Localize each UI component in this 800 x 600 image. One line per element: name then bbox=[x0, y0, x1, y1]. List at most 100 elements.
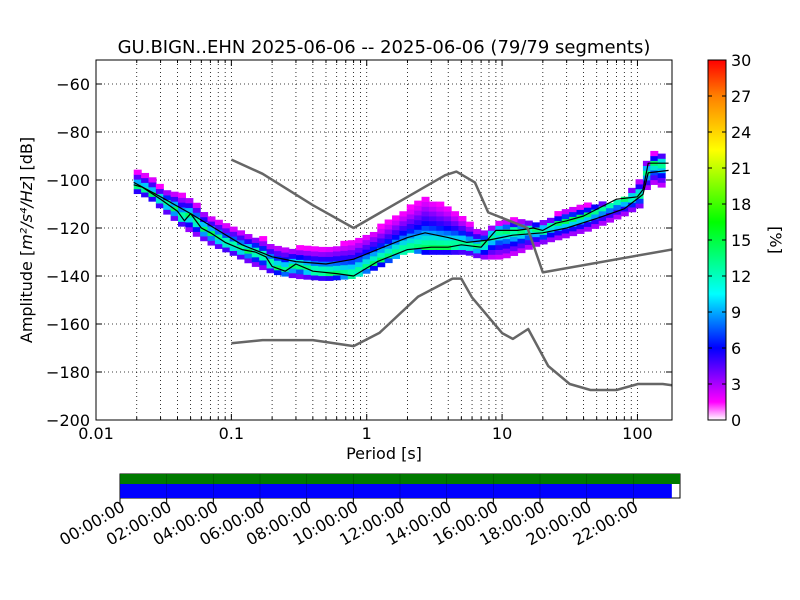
heatmap-cell bbox=[414, 219, 423, 226]
heatmap-cell bbox=[392, 224, 401, 231]
heatmap-cell bbox=[657, 153, 666, 159]
y-tick-label: −180 bbox=[46, 363, 90, 382]
heatmap-cell bbox=[443, 225, 452, 231]
heatmap-cell bbox=[392, 253, 401, 259]
heatmap-cell bbox=[133, 174, 142, 180]
heatmap-cell bbox=[214, 224, 223, 230]
heatmap-cell bbox=[510, 245, 519, 252]
heatmap-cell bbox=[561, 223, 570, 229]
heatmap-cell bbox=[487, 249, 496, 255]
heatmap-cell bbox=[178, 207, 186, 213]
heatmap-cell bbox=[532, 241, 541, 247]
heatmap-cell bbox=[148, 177, 157, 183]
heatmap-cell bbox=[303, 269, 312, 275]
colorbar-tick-label: 9 bbox=[731, 303, 741, 322]
heatmap-cell bbox=[310, 270, 319, 276]
heatmap-cell bbox=[502, 243, 511, 249]
heatmap-cell bbox=[369, 241, 378, 247]
heatmap-cell bbox=[399, 211, 408, 217]
heatmap-cell bbox=[487, 235, 496, 241]
heatmap-cell bbox=[170, 215, 179, 221]
heatmap-cell bbox=[200, 212, 209, 218]
heatmap-cell bbox=[340, 260, 349, 266]
heatmap-cell bbox=[200, 231, 209, 237]
mean-line bbox=[133, 169, 669, 265]
heatmap-cell bbox=[502, 229, 511, 235]
heatmap-cell bbox=[310, 251, 319, 257]
heatmap-cell bbox=[259, 260, 268, 266]
heatmap-cell bbox=[480, 254, 489, 260]
heatmap-cell bbox=[332, 246, 341, 252]
heatmap-cell bbox=[406, 228, 415, 234]
heatmap-cell bbox=[406, 204, 415, 210]
heatmap-cell bbox=[502, 253, 511, 259]
heatmap-cell bbox=[310, 265, 319, 271]
heatmap-cell bbox=[458, 235, 467, 241]
heatmap-cell bbox=[369, 265, 378, 271]
heatmap-cell bbox=[561, 228, 570, 234]
heatmap-cell bbox=[281, 247, 290, 253]
heatmap-cell bbox=[524, 234, 533, 241]
colorbar-tick-label: 12 bbox=[731, 267, 751, 286]
heatmap-cell bbox=[532, 222, 541, 228]
heatmap-cell bbox=[642, 184, 651, 191]
heatmap-cell bbox=[436, 211, 445, 217]
heatmap-cell bbox=[244, 258, 253, 264]
heatmap-cell bbox=[148, 186, 157, 193]
heatmap-cell bbox=[606, 203, 615, 209]
heatmap-cell bbox=[192, 221, 201, 228]
heatmap-cell bbox=[384, 248, 393, 254]
heatmap-cell bbox=[273, 265, 282, 271]
heatmap-cell bbox=[170, 210, 179, 217]
heatmap-cell bbox=[229, 241, 238, 247]
y-tick-label: −80 bbox=[56, 123, 90, 142]
heatmap-cell bbox=[561, 233, 570, 239]
heatmap-cell bbox=[517, 219, 526, 225]
heatmap-cell bbox=[207, 216, 216, 222]
heatmap-cell bbox=[451, 230, 460, 236]
heatmap-cell bbox=[598, 215, 607, 221]
heatmap-cell bbox=[591, 204, 600, 210]
y-tick-label: −200 bbox=[46, 411, 90, 430]
heatmap-cell bbox=[310, 275, 319, 281]
heatmap-cell bbox=[451, 216, 460, 222]
heatmap-cell bbox=[133, 184, 142, 190]
heatmap-cell bbox=[554, 230, 563, 236]
heatmap-cell bbox=[185, 222, 194, 228]
heatmap-cell bbox=[399, 244, 408, 251]
heatmap-cell bbox=[561, 213, 570, 220]
heatmap-cell bbox=[347, 254, 356, 260]
heatmap-cell bbox=[318, 246, 327, 253]
heatmap-cell bbox=[318, 270, 327, 277]
heatmap-cell bbox=[200, 236, 209, 242]
heatmap-cell bbox=[303, 264, 312, 271]
heatmap-cell bbox=[141, 172, 150, 179]
heatmap-cell bbox=[229, 231, 238, 237]
heatmap-cell bbox=[178, 202, 186, 208]
heatmap-cell bbox=[524, 225, 533, 231]
heatmap-cell bbox=[428, 225, 437, 231]
heatmap-cell bbox=[480, 230, 489, 236]
heatmap-cell bbox=[606, 212, 615, 218]
heatmap-cell bbox=[436, 216, 445, 222]
heatmap-cell bbox=[377, 247, 386, 253]
heatmap-cell bbox=[237, 244, 246, 250]
heatmap-cell bbox=[576, 209, 585, 215]
heatmap-cell bbox=[620, 211, 629, 217]
heatmap-cell bbox=[458, 244, 467, 250]
x-axis-label: Period [s] bbox=[346, 444, 422, 463]
heatmap-cell bbox=[495, 249, 504, 255]
heatmap-cell bbox=[318, 256, 327, 262]
heatmap-cell bbox=[185, 226, 194, 233]
heatmap-cell bbox=[192, 231, 201, 237]
heatmap-cell bbox=[451, 235, 460, 241]
heatmap-cell bbox=[598, 220, 607, 226]
heatmap-cell bbox=[539, 239, 548, 245]
x-tick-label: 0.1 bbox=[219, 424, 244, 443]
heatmap-cell bbox=[414, 229, 423, 235]
heatmap-cell bbox=[222, 237, 231, 243]
heatmap-cell bbox=[473, 248, 482, 254]
heatmap-cell bbox=[163, 195, 172, 201]
heatmap-cell bbox=[141, 177, 150, 183]
plot-frame bbox=[95, 59, 673, 421]
